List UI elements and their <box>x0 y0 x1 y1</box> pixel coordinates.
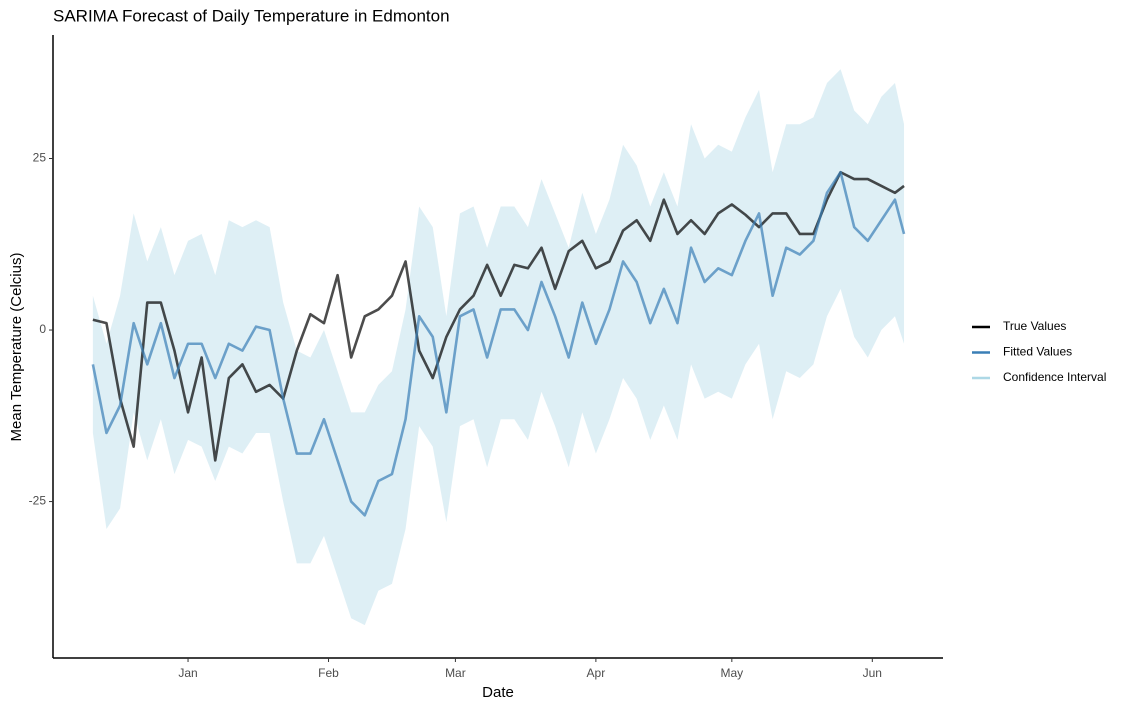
confidence-band <box>92 69 905 626</box>
series-line <box>91 170 906 517</box>
x-tick-label: May <box>720 666 743 680</box>
x-tick-label: Mar <box>445 666 466 680</box>
chart-title: SARIMA Forecast of Daily Temperature in … <box>53 6 450 25</box>
legend-label: Confidence Interval <box>1003 370 1106 384</box>
y-tick-label: -25 <box>29 494 47 508</box>
y-tick-label: 25 <box>33 151 47 165</box>
x-tick-label: Feb <box>318 666 339 680</box>
legend-label: True Values <box>1003 319 1066 333</box>
x-tick-label: Jun <box>863 666 882 680</box>
legend-label: Fitted Values <box>1003 345 1072 359</box>
x-axis-title: Date <box>482 684 514 701</box>
y-tick-label: 0 <box>39 322 46 336</box>
x-tick-label: Apr <box>587 666 606 680</box>
y-axis-title: Mean Temperature (Celcius) <box>8 253 25 442</box>
series-line <box>92 170 905 462</box>
x-tick-label: Jan <box>178 666 197 680</box>
